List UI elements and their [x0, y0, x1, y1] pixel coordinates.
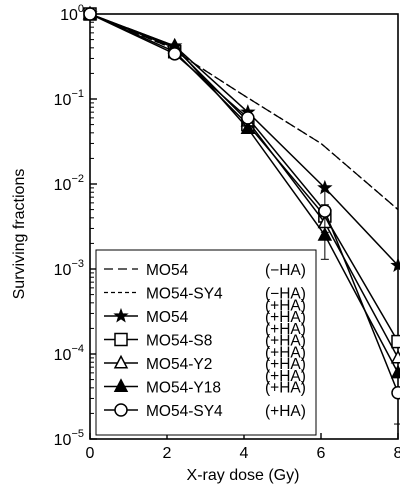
x-axis-label: X-ray dose (Gy) [187, 467, 300, 484]
legend-marker [113, 307, 129, 323]
legend-label: MO54-SY4 [146, 286, 223, 303]
legend-label: MO54-Y18 [146, 380, 221, 397]
x-tick-label: 8 [394, 445, 400, 462]
legend-condition: (+HA) [265, 380, 306, 397]
series-line [89, 13, 399, 211]
legend-condition: (+HA) [265, 356, 306, 373]
data-point [241, 111, 255, 125]
data-point [318, 204, 332, 218]
data-point [240, 120, 256, 135]
data-point [83, 7, 97, 21]
data-point [167, 47, 182, 61]
legend-label: MO54-S8 [146, 333, 212, 350]
series-0 [89, 13, 399, 211]
legend-condition: (−HA) [265, 286, 306, 303]
legend: MO54 (−HA) MO54-SY4 (−HA) MO54 (+HA) MO54-S8 (+… [95, 249, 317, 436]
legend-condition: (−HA) [265, 262, 306, 279]
y-axis-label: Surviving fractions [11, 169, 28, 300]
legend-box [95, 249, 317, 436]
y-tick-label: 10−5 [54, 428, 84, 449]
legend-condition: (+HA) [265, 403, 306, 420]
data-point [391, 334, 400, 349]
legend-label: MO54-Y2 [146, 356, 212, 373]
legend-condition-extra: (+HA) [265, 344, 306, 361]
legend-marker [114, 403, 128, 417]
y-tick-label: 10−3 [54, 258, 84, 279]
legend-condition: (+HA) [265, 333, 306, 350]
legend-condition: (+HA) [265, 309, 306, 326]
data-point [390, 257, 400, 273]
legend-marker [113, 378, 129, 393]
data-point [390, 349, 400, 364]
series-line [89, 13, 399, 266]
legend-condition-extra: (+HA) [265, 368, 306, 385]
legend-condition-extra: (+HA) [265, 321, 306, 338]
legend-condition-extra: (+HA) [265, 297, 306, 314]
chart-axes: 0 2 4 6 8 100 10−1 10−2 10−3 10−4 10−5 [54, 3, 400, 462]
y-tick-label: 10−2 [54, 173, 84, 194]
series-6 [83, 7, 400, 425]
chart-series [82, 5, 400, 425]
data-point [391, 386, 400, 400]
y-tick-label: 100 [60, 3, 84, 24]
legend-marker [114, 332, 128, 347]
x-tick-label: 6 [317, 445, 326, 462]
legend-label: MO54 [146, 309, 189, 326]
y-tick-label: 10−4 [54, 343, 84, 364]
series-2 [82, 5, 400, 273]
x-tick-label: 0 [86, 445, 95, 462]
x-tick-label: 2 [163, 445, 172, 462]
x-tick-label: 4 [240, 445, 249, 462]
legend-label: MO54-SY4 [146, 403, 223, 420]
legend-marker [113, 354, 129, 369]
legend-label: MO54 [146, 262, 189, 279]
y-tick-label: 10−1 [54, 88, 84, 109]
